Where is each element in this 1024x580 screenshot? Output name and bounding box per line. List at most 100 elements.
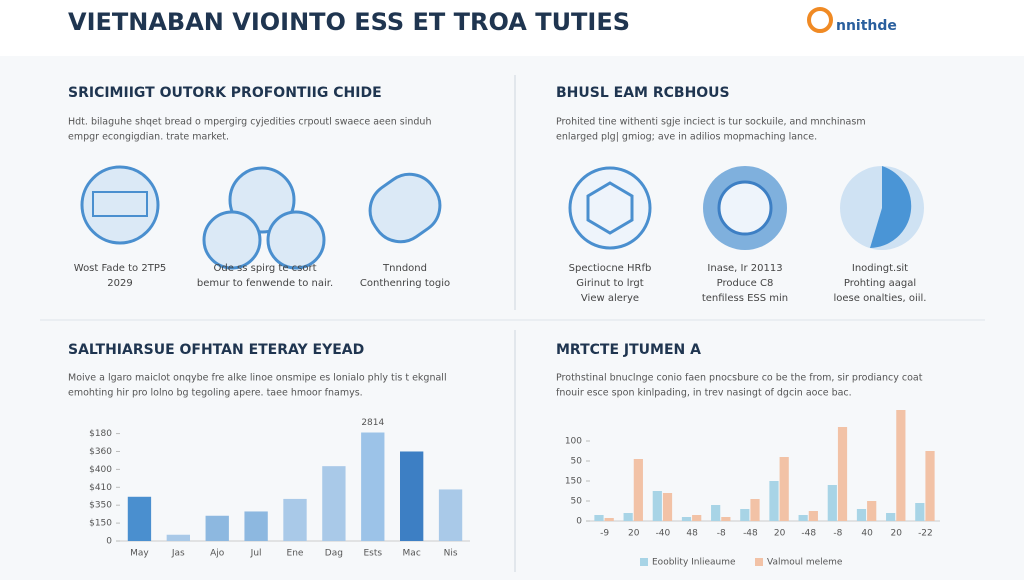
x-tick-label: -22 bbox=[918, 529, 933, 539]
bar bbox=[692, 515, 702, 521]
chart-description: emohting hir pro lolno bg tegoling apere… bbox=[68, 388, 363, 399]
y-tick-label: 150 bbox=[565, 477, 582, 487]
icon bbox=[80, 165, 160, 245]
item-caption: Produce C8 bbox=[717, 278, 774, 289]
x-tick-label: Ene bbox=[287, 549, 304, 559]
header-band bbox=[0, 0, 1024, 56]
bar bbox=[322, 466, 346, 541]
annotation: 2814 bbox=[361, 418, 384, 428]
y-tick-label: $150 bbox=[89, 519, 112, 529]
x-tick-label: Ests bbox=[363, 549, 382, 559]
icon bbox=[586, 181, 634, 235]
item-caption: Girinut to lrgt bbox=[576, 278, 643, 289]
item-caption: Inase, Ir 20113 bbox=[707, 263, 782, 274]
x-tick-label: 48 bbox=[686, 529, 698, 539]
y-tick-label: $350 bbox=[89, 501, 112, 511]
item-caption: loese onalties, oiil. bbox=[833, 293, 926, 304]
y-tick-label: 0 bbox=[576, 517, 582, 527]
x-tick-label: Dag bbox=[325, 549, 343, 559]
panel-text: empgr econgigdian. trate market. bbox=[68, 132, 229, 143]
y-tick-label: 50 bbox=[571, 497, 583, 507]
x-tick-label: Mac bbox=[403, 549, 421, 559]
bar bbox=[244, 511, 268, 541]
page-title: VIETNABAN VIOINTO ESS ET TROA TUTIES bbox=[68, 8, 630, 36]
icon bbox=[568, 166, 652, 250]
bar bbox=[711, 505, 721, 521]
bar bbox=[652, 491, 662, 521]
bar bbox=[361, 432, 385, 541]
bar bbox=[808, 511, 818, 521]
bar bbox=[740, 509, 750, 521]
x-tick-label: 20 bbox=[774, 529, 786, 539]
bar bbox=[925, 451, 935, 521]
item-caption: Tnndond bbox=[382, 263, 427, 274]
legend-label: Eooblity Inlieaume bbox=[652, 558, 736, 568]
chart-description: fnouir esce spon kinlpading, in trev nas… bbox=[556, 388, 852, 399]
bar bbox=[623, 513, 633, 521]
legend-swatch bbox=[755, 558, 763, 566]
item-caption: Spectiocne HRfb bbox=[569, 263, 652, 274]
panel-title: BHUSL EAM RCBHOUS bbox=[556, 85, 730, 101]
x-tick-label: -8 bbox=[833, 529, 842, 539]
bar bbox=[166, 534, 190, 541]
icon bbox=[368, 172, 442, 244]
y-tick-label: $360 bbox=[89, 447, 112, 457]
bar bbox=[779, 457, 789, 521]
x-tick-label: Nis bbox=[444, 549, 458, 559]
x-tick-label: Jas bbox=[171, 549, 185, 559]
icon bbox=[266, 210, 326, 270]
item-caption: Ode ss spirg te csort bbox=[213, 263, 316, 274]
x-tick-label: 20 bbox=[891, 529, 903, 539]
bar bbox=[896, 410, 906, 521]
item-caption: bemur to fenwende to nair. bbox=[197, 278, 333, 289]
x-tick-label: -9 bbox=[600, 529, 609, 539]
x-tick-label: 20 bbox=[628, 529, 640, 539]
bar bbox=[283, 498, 307, 541]
bar bbox=[769, 481, 779, 521]
bar bbox=[400, 451, 424, 541]
x-tick-label: 40 bbox=[861, 529, 873, 539]
item-caption: Wost Fade to 2TP5 bbox=[74, 263, 166, 274]
y-tick-label: 0 bbox=[106, 537, 112, 547]
icon bbox=[202, 210, 262, 270]
bar bbox=[662, 493, 673, 521]
y-tick-label: 50 bbox=[571, 457, 583, 467]
item-caption: Conthenring togio bbox=[360, 278, 450, 289]
x-tick-label: -40 bbox=[656, 529, 671, 539]
icon bbox=[717, 180, 773, 236]
bar bbox=[681, 517, 692, 521]
icon bbox=[870, 166, 912, 248]
chart-title: MRTCTE JTUMEN A bbox=[556, 342, 701, 358]
x-tick-label: Ajo bbox=[210, 549, 225, 559]
bar bbox=[127, 496, 152, 541]
y-tick-label: $180 bbox=[89, 429, 112, 439]
bar bbox=[886, 513, 896, 521]
icon bbox=[92, 191, 148, 217]
bar bbox=[837, 427, 848, 521]
bar bbox=[721, 517, 731, 521]
bar bbox=[604, 518, 614, 521]
x-tick-label: -8 bbox=[717, 529, 726, 539]
panel-text: Prohited tine withenti sgje inciect is t… bbox=[556, 117, 866, 128]
bar bbox=[915, 503, 925, 521]
bar bbox=[205, 515, 229, 541]
bar bbox=[750, 499, 760, 521]
logo: nnithde bbox=[836, 18, 897, 34]
icon-group bbox=[80, 165, 924, 270]
bar bbox=[827, 485, 837, 521]
legend-swatch bbox=[640, 558, 648, 566]
bar bbox=[798, 515, 808, 521]
bar bbox=[633, 459, 643, 521]
logo-mark bbox=[807, 7, 833, 33]
legend-label: Valmoul meleme bbox=[767, 558, 843, 568]
chart-title: SALTHIARSUE OFHTAN ETERAY EYEAD bbox=[68, 342, 364, 358]
y-tick-label: $400 bbox=[89, 465, 112, 475]
bar bbox=[856, 509, 867, 521]
y-tick-label: $410 bbox=[89, 483, 112, 493]
chart-description: Prothstinal bnuclnge conio faen pnocsbur… bbox=[556, 373, 923, 384]
x-tick-label: -48 bbox=[743, 529, 758, 539]
chart-description: Moive a lgaro maiclot onqybe fre alke li… bbox=[68, 373, 447, 384]
item-caption: Prohting aagal bbox=[844, 278, 916, 289]
